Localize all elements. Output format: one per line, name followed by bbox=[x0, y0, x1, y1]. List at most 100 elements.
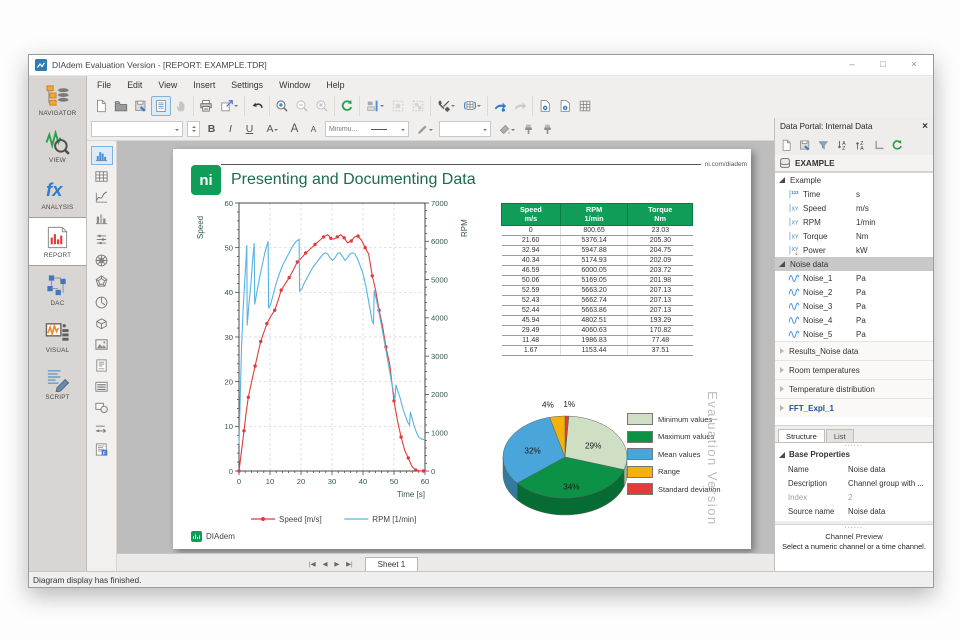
report-object-formatted-text[interactable]: F bbox=[91, 440, 113, 459]
shrink-font-button[interactable]: A bbox=[310, 124, 317, 134]
portal-root-example[interactable]: EXAMPLE bbox=[775, 155, 933, 173]
channel-torque[interactable]: XY Torque Nm bbox=[775, 229, 933, 243]
menu-insert[interactable]: Insert bbox=[193, 79, 216, 90]
channel-noise-2[interactable]: Noise_2 Pa bbox=[775, 285, 933, 299]
report-object-pie-chart[interactable] bbox=[91, 293, 113, 312]
run-disabled-button[interactable] bbox=[510, 96, 530, 116]
bold-button[interactable]: B bbox=[207, 123, 216, 135]
sheet-nav-next-button[interactable]: ▶ bbox=[334, 561, 340, 568]
grid-layout-button[interactable] bbox=[575, 96, 595, 116]
group-noise-data[interactable]: Noise data bbox=[775, 257, 933, 271]
report-object-channel-table[interactable] bbox=[91, 167, 113, 186]
fill-color-button[interactable] bbox=[495, 123, 517, 136]
page-info-button[interactable] bbox=[555, 96, 575, 116]
collapsed-marker-icon[interactable] bbox=[780, 367, 784, 373]
font-color-button[interactable]: A bbox=[261, 123, 283, 135]
channel-time[interactable]: 123 Time s bbox=[775, 187, 933, 201]
font-size-stepper[interactable] bbox=[187, 121, 200, 137]
report-object-shapes[interactable] bbox=[91, 398, 113, 417]
sheet-tab[interactable]: Sheet 1 bbox=[364, 557, 419, 571]
report-object-text-frame[interactable] bbox=[91, 356, 113, 375]
line-style-select[interactable]: Minimu... bbox=[325, 121, 409, 137]
sidebar-item-dac[interactable]: DAC bbox=[29, 266, 86, 313]
zoom-in-button[interactable] bbox=[272, 96, 292, 116]
format-painter-all-button[interactable] bbox=[540, 123, 555, 136]
underline-button[interactable]: U bbox=[245, 123, 254, 135]
menu-edit[interactable]: Edit bbox=[127, 79, 143, 90]
refresh-button[interactable] bbox=[891, 139, 904, 152]
table-structure-button[interactable] bbox=[459, 96, 485, 116]
report-object-bar-chart[interactable] bbox=[91, 209, 113, 228]
report-object-slider[interactable] bbox=[91, 230, 113, 249]
report-object-image[interactable] bbox=[91, 335, 113, 354]
export-button[interactable] bbox=[216, 96, 242, 116]
pie-chart-object[interactable]: 1% 29% 34% 32% 4% Minimum values Maximum valu… bbox=[483, 395, 745, 543]
report-object-polar-chart[interactable] bbox=[91, 251, 113, 270]
report-object-list[interactable] bbox=[91, 377, 113, 396]
structure-level-button[interactable] bbox=[873, 139, 886, 152]
page-settings-button[interactable] bbox=[535, 96, 555, 116]
undo-button[interactable] bbox=[247, 96, 267, 116]
collapsed-marker-icon[interactable] bbox=[780, 405, 784, 411]
expanded-marker-icon[interactable] bbox=[779, 177, 785, 183]
sidebar-item-script[interactable]: SCRIPT bbox=[29, 360, 86, 407]
group-move-button[interactable] bbox=[388, 96, 408, 116]
save-file-button[interactable] bbox=[131, 96, 151, 116]
maximize-button[interactable]: □ bbox=[880, 59, 886, 70]
menu-file[interactable]: File bbox=[97, 79, 112, 90]
expanded-marker-icon[interactable] bbox=[779, 261, 785, 267]
collapsed-marker-icon[interactable] bbox=[780, 386, 784, 392]
run-report-button[interactable] bbox=[490, 96, 510, 116]
group-temperature-distribution[interactable]: Temperature distribution bbox=[775, 379, 933, 398]
group-results-noise-data[interactable]: Results_Noise data bbox=[775, 341, 933, 360]
zoom-out-button[interactable] bbox=[292, 96, 312, 116]
sheet-nav-last-button[interactable]: ▶| bbox=[346, 561, 353, 568]
align-layout-button[interactable] bbox=[362, 96, 388, 116]
report-object-arrow[interactable] bbox=[91, 419, 113, 438]
register-data-button[interactable] bbox=[799, 139, 812, 152]
report-object-3d-axis-system[interactable] bbox=[91, 314, 113, 333]
sidebar-item-navigator[interactable]: NAVIGATOR bbox=[29, 76, 86, 123]
group-room-temperatures[interactable]: Room temperatures bbox=[775, 360, 933, 379]
document-view-button[interactable] bbox=[151, 95, 171, 116]
zoom-reset-button[interactable] bbox=[312, 96, 332, 116]
channel-power[interactable]: XY c Power kW bbox=[775, 243, 933, 257]
group-copy-button[interactable] bbox=[408, 96, 428, 116]
tab-structure[interactable]: Structure bbox=[778, 429, 825, 442]
sidebar-item-analysis[interactable]: fx ANALYSIS bbox=[29, 170, 86, 217]
menu-help[interactable]: Help bbox=[326, 79, 345, 90]
sidebar-item-view[interactable]: VIEW bbox=[29, 123, 86, 170]
channel-speed[interactable]: XY Speed m/s bbox=[775, 201, 933, 215]
group-fft-expl-1[interactable]: FFT_Expl_1 bbox=[775, 398, 933, 417]
print-button[interactable] bbox=[196, 96, 216, 116]
sheet-nav-first-button[interactable]: |◀ bbox=[309, 561, 316, 568]
splitter-handle[interactable]: •••••• bbox=[844, 443, 864, 448]
report-object-2d-axis-system[interactable] bbox=[90, 146, 113, 165]
close-button[interactable]: × bbox=[911, 59, 917, 70]
collapsed-marker-icon[interactable] bbox=[780, 348, 784, 354]
channel-noise-5[interactable]: Noise_5 Pa bbox=[775, 327, 933, 341]
line-color-button[interactable] bbox=[413, 123, 435, 136]
group-example[interactable]: Example bbox=[775, 173, 933, 187]
sheet-nav-prev-button[interactable]: ◀ bbox=[322, 561, 328, 568]
new-file-button[interactable] bbox=[91, 96, 111, 116]
new-entry-button[interactable] bbox=[780, 139, 793, 152]
tools-button[interactable] bbox=[433, 96, 459, 116]
pan-hand-button[interactable] bbox=[171, 96, 191, 116]
splitter-handle[interactable]: •••••• bbox=[844, 525, 864, 530]
tab-list[interactable]: List bbox=[825, 429, 854, 442]
close-portal-button[interactable]: × bbox=[922, 121, 928, 132]
menu-view[interactable]: View bbox=[158, 79, 178, 90]
sidebar-item-visual[interactable]: VISUAL bbox=[29, 313, 86, 360]
format-painter-button[interactable] bbox=[521, 123, 536, 136]
report-object-curve-chart[interactable] bbox=[91, 188, 113, 207]
data-table-object[interactable]: Speed m/s RPM 1/min Torque Nm 0 800.65 23.03 21.6… bbox=[501, 203, 693, 356]
minimize-button[interactable]: – bbox=[849, 59, 855, 70]
filter-button[interactable] bbox=[817, 139, 830, 152]
grow-font-button[interactable]: A bbox=[290, 123, 299, 135]
channel-rpm[interactable]: XY RPM 1/min bbox=[775, 215, 933, 229]
shape-select[interactable] bbox=[439, 121, 491, 137]
font-family-select[interactable] bbox=[91, 121, 183, 137]
